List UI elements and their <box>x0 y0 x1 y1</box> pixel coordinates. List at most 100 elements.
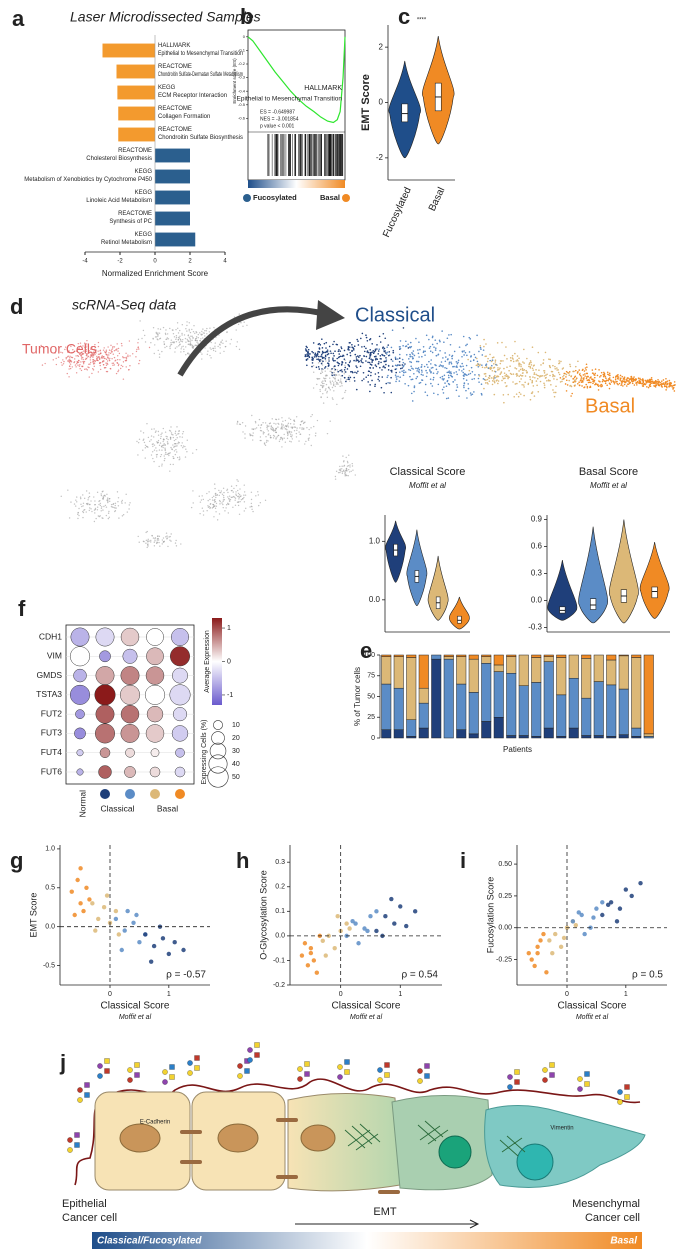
box <box>651 586 658 599</box>
umap-cell <box>314 435 317 437</box>
umap-cell <box>476 357 478 360</box>
umap-cell <box>579 372 581 375</box>
umap-cell <box>622 385 624 387</box>
umap-cell <box>491 380 494 382</box>
umap-cell <box>69 365 71 368</box>
umap-cell <box>177 442 179 445</box>
umap-cell <box>92 361 94 363</box>
umap-cell <box>502 394 505 396</box>
umap-cell <box>480 348 482 350</box>
umap-cell <box>605 377 607 380</box>
umap-cell <box>553 375 556 377</box>
umap-cell <box>88 366 90 369</box>
bar-segment <box>443 658 454 739</box>
umap-cell <box>463 375 465 377</box>
bar-category: ECM Receptor Interaction <box>158 93 227 99</box>
umap-cell <box>166 345 168 348</box>
umap-cell <box>433 392 435 395</box>
umap-cell <box>103 347 105 349</box>
umap-cell <box>40 344 42 347</box>
umap-cell <box>188 330 190 332</box>
umap-cell <box>369 390 371 393</box>
umap-cell <box>381 353 383 356</box>
umap-cell <box>533 364 535 367</box>
bar-segment <box>493 654 504 666</box>
umap-cell <box>395 378 398 380</box>
umap-cell <box>169 346 171 348</box>
size-key-label: 50 <box>232 774 240 781</box>
umap-cell <box>672 387 675 390</box>
umap-cell <box>236 479 238 481</box>
bar-segment <box>468 692 479 735</box>
umap-cell <box>481 354 484 356</box>
umap-cell <box>95 517 97 520</box>
umap-cell <box>339 380 342 382</box>
umap-cell <box>181 346 183 348</box>
umap-cell <box>383 355 386 357</box>
glycan <box>237 1073 243 1079</box>
umap-cell <box>543 375 546 377</box>
umap-cell <box>537 351 540 354</box>
umap-cell <box>369 366 371 369</box>
umap-cell <box>454 379 456 381</box>
umap-cell <box>213 495 215 498</box>
point <box>529 957 534 962</box>
umap-cell <box>604 375 607 378</box>
umap-cell <box>439 364 442 366</box>
umap-cell <box>243 496 245 499</box>
umap-cell <box>189 342 192 345</box>
umap-cell <box>169 436 172 439</box>
umap-cell <box>497 367 499 369</box>
umap-cell <box>170 343 173 346</box>
umap-cell <box>120 501 123 503</box>
umap-cell <box>456 384 458 386</box>
umap-cell <box>344 362 347 364</box>
umap-cell <box>113 506 115 509</box>
umap-cell <box>529 367 532 369</box>
umap-cell <box>84 358 87 361</box>
umap-cell <box>367 351 370 354</box>
bar-segment <box>618 654 629 657</box>
umap-cell <box>272 427 274 430</box>
point <box>368 914 373 919</box>
umap-cell <box>243 510 245 512</box>
point <box>389 896 394 902</box>
umap-cell <box>597 385 600 388</box>
glycan <box>187 1070 193 1076</box>
umap-cell <box>340 382 343 385</box>
bar-segment <box>456 654 467 657</box>
umap-cell <box>216 494 218 496</box>
umap-cell <box>413 385 416 387</box>
umap-cell <box>213 326 215 329</box>
umap-cell <box>337 379 340 381</box>
dot <box>120 724 140 743</box>
umap-cell <box>336 357 338 360</box>
umap-cell <box>606 384 608 386</box>
umap-cell <box>175 328 177 331</box>
umap-cell <box>554 365 556 368</box>
umap-cell <box>398 357 401 359</box>
umap-cell <box>156 441 158 443</box>
umap-cell <box>503 372 506 374</box>
umap-cell <box>306 364 308 367</box>
umap-cell <box>457 361 459 364</box>
glycan <box>254 1042 260 1048</box>
umap-cell <box>347 468 350 471</box>
umap-cell <box>413 354 416 357</box>
umap-cell <box>288 430 290 433</box>
point <box>576 910 581 915</box>
umap-cell <box>251 508 253 511</box>
umap-cell <box>105 353 108 356</box>
y-tick-label: 0.9 <box>531 515 543 524</box>
umap-cell <box>82 511 85 514</box>
umap-cell <box>244 437 246 439</box>
umap-cell <box>115 349 117 351</box>
umap-cell <box>366 340 369 342</box>
umap-cell <box>122 356 124 358</box>
umap-cell <box>561 380 563 383</box>
umap-cell <box>77 511 79 514</box>
umap-cell <box>332 376 335 379</box>
umap-cell <box>535 380 538 382</box>
umap-cell <box>341 355 344 358</box>
umap-cell <box>664 382 667 384</box>
